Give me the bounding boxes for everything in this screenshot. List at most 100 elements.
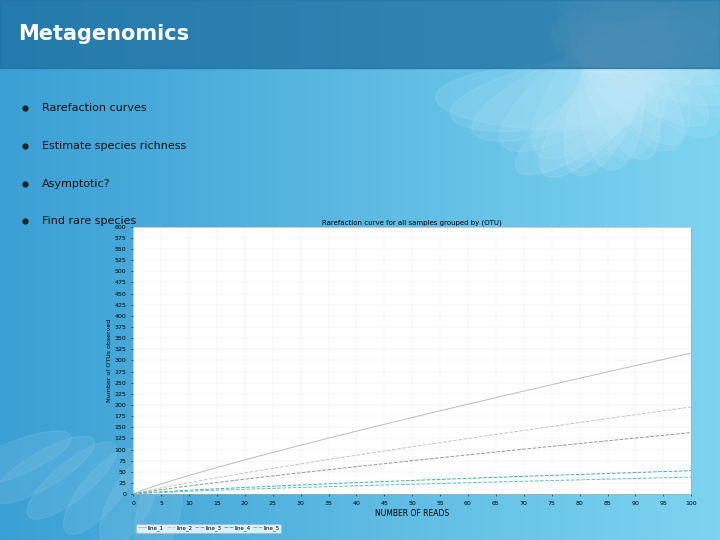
Bar bbox=[180, 0, 184, 540]
line_1 bbox=[461, 402, 469, 408]
Bar bbox=[382, 0, 385, 540]
Bar bbox=[302, 0, 306, 540]
Bar bbox=[666, 0, 670, 540]
Bar bbox=[14, 0, 18, 540]
Bar bbox=[238, 0, 241, 540]
line_3 bbox=[431, 455, 439, 462]
Bar bbox=[716, 0, 720, 540]
Bar bbox=[432, 0, 436, 540]
Bar bbox=[529, 0, 533, 540]
Bar bbox=[713, 0, 716, 540]
Bar bbox=[706, 0, 709, 540]
Ellipse shape bbox=[575, 0, 720, 137]
Bar bbox=[374, 0, 378, 540]
Bar bbox=[410, 0, 414, 540]
Bar bbox=[306, 0, 310, 540]
line_5 bbox=[129, 491, 138, 497]
Bar bbox=[403, 0, 407, 540]
Bar bbox=[508, 0, 511, 540]
Bar bbox=[126, 0, 130, 540]
Bar bbox=[364, 0, 367, 540]
Bar bbox=[695, 0, 698, 540]
Ellipse shape bbox=[580, 19, 644, 170]
Bar bbox=[295, 0, 299, 540]
line_5 bbox=[673, 474, 682, 481]
Bar bbox=[284, 0, 288, 540]
Bar bbox=[371, 0, 374, 540]
Line: line_4: line_4 bbox=[133, 471, 691, 494]
Ellipse shape bbox=[564, 29, 646, 176]
Bar bbox=[594, 0, 598, 540]
Bar bbox=[392, 0, 396, 540]
Ellipse shape bbox=[540, 44, 655, 177]
Bar bbox=[205, 0, 209, 540]
Bar bbox=[461, 0, 464, 540]
line_2 bbox=[687, 404, 696, 410]
Bar bbox=[29, 0, 32, 540]
Bar bbox=[544, 0, 547, 540]
Line: line_5: line_5 bbox=[133, 477, 691, 494]
Bar bbox=[148, 0, 151, 540]
Bar bbox=[270, 0, 274, 540]
Bar bbox=[140, 0, 144, 540]
Text: Estimate species richness: Estimate species richness bbox=[42, 141, 186, 151]
Bar bbox=[324, 0, 328, 540]
Bar bbox=[346, 0, 349, 540]
Bar bbox=[378, 0, 382, 540]
line_1 bbox=[586, 373, 595, 379]
Bar bbox=[662, 0, 666, 540]
line_1 bbox=[397, 417, 406, 423]
Bar bbox=[335, 0, 338, 540]
Ellipse shape bbox=[450, 52, 695, 132]
Ellipse shape bbox=[552, 19, 720, 105]
Bar bbox=[94, 0, 97, 540]
Ellipse shape bbox=[583, 0, 670, 159]
Bar bbox=[58, 0, 61, 540]
Bar bbox=[457, 0, 461, 540]
line_1 bbox=[687, 350, 696, 356]
Ellipse shape bbox=[531, 0, 678, 159]
Ellipse shape bbox=[569, 12, 684, 145]
Bar bbox=[385, 0, 389, 540]
Bar bbox=[612, 0, 616, 540]
Bar bbox=[144, 0, 148, 540]
Bar bbox=[616, 0, 619, 540]
Bar bbox=[191, 0, 194, 540]
Bar bbox=[40, 0, 43, 540]
Bar bbox=[655, 0, 659, 540]
Bar bbox=[418, 0, 421, 540]
Bar bbox=[86, 0, 90, 540]
Bar bbox=[641, 0, 644, 540]
Bar bbox=[47, 0, 50, 540]
line_5 bbox=[431, 481, 439, 487]
Title: Rarefaction curve for all samples grouped by (OTU): Rarefaction curve for all samples groupe… bbox=[323, 219, 502, 226]
line_1 bbox=[129, 491, 138, 497]
Ellipse shape bbox=[564, 0, 720, 119]
Bar bbox=[414, 0, 418, 540]
Bar bbox=[533, 0, 536, 540]
Legend: line_1, line_2, line_3, line_4, line_5: line_1, line_2, line_3, line_4, line_5 bbox=[136, 524, 281, 532]
Bar bbox=[101, 0, 104, 540]
Ellipse shape bbox=[500, 10, 688, 152]
Bar bbox=[169, 0, 173, 540]
Bar bbox=[241, 0, 245, 540]
Bar bbox=[677, 0, 680, 540]
Ellipse shape bbox=[581, 0, 720, 73]
Bar bbox=[227, 0, 230, 540]
Bar bbox=[619, 0, 623, 540]
Bar bbox=[670, 0, 673, 540]
Bar bbox=[162, 0, 166, 540]
Text: Metagenomics: Metagenomics bbox=[18, 24, 189, 44]
Bar bbox=[4, 0, 7, 540]
Bar bbox=[443, 0, 446, 540]
Line: line_2: line_2 bbox=[133, 407, 691, 494]
Bar bbox=[493, 0, 497, 540]
Bar bbox=[349, 0, 353, 540]
Bar bbox=[587, 0, 590, 540]
Bar bbox=[454, 0, 457, 540]
line_4 bbox=[687, 468, 696, 474]
Bar bbox=[18, 0, 22, 540]
Bar bbox=[562, 0, 565, 540]
Bar bbox=[122, 0, 126, 540]
Ellipse shape bbox=[99, 456, 160, 540]
